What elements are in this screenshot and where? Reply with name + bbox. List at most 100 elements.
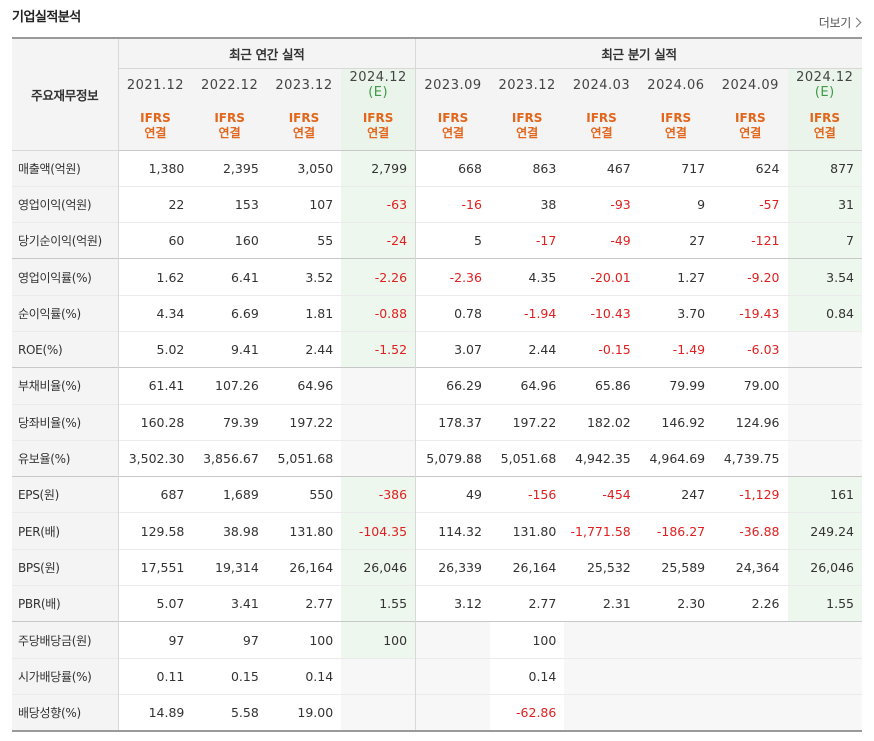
table-cell: 3,502.30 xyxy=(128,451,185,467)
table-cell: 3.12 xyxy=(415,585,490,622)
table-cell xyxy=(564,694,639,731)
period-label: 2023.12 xyxy=(275,77,333,93)
table-cell: 129.58 xyxy=(140,523,185,539)
table-row: ROE(%) 5.02 9.41 2.44 -1.52 3.07 2.44 -0.15 -1.4… xyxy=(12,331,862,368)
table-cell: 3,050 xyxy=(297,160,334,176)
table-row: PER(배) 129.58 38.98 131.80 -104.35 114.32 131.… xyxy=(12,512,862,550)
table-cell xyxy=(341,367,416,405)
table-cell: -186.27 xyxy=(656,523,706,539)
table-cell: -1,771.58 xyxy=(570,523,631,539)
table-cell: 197.22 xyxy=(289,414,334,430)
row-label: 순이익률(%) xyxy=(12,295,119,332)
table-cell: 5.58 xyxy=(230,704,259,720)
basis-standard: IFRS xyxy=(437,110,469,125)
table-cell: 124.96 xyxy=(735,414,780,430)
table-cell: 66.29 xyxy=(415,367,490,405)
row-label: 시가배당률(%) xyxy=(12,658,119,695)
table-cell: 5.02 xyxy=(156,342,185,358)
table-cell: 31 xyxy=(787,186,862,223)
table-cell xyxy=(341,658,416,695)
table-cell: -16 xyxy=(415,186,490,223)
table-cell: 877 xyxy=(787,150,862,187)
basis-scope: 연결 xyxy=(739,125,762,140)
table-cell: 2,395 xyxy=(222,160,259,176)
table-cell: 5 xyxy=(415,222,490,259)
row-label: 당좌비율(%) xyxy=(12,404,119,441)
table-cell: -2.36 xyxy=(415,258,490,296)
table-cell: 0.14 xyxy=(305,668,334,684)
period-label: 2023.09 xyxy=(424,77,482,93)
basis-header: IFRS 연결 xyxy=(713,102,788,150)
basis-standard: IFRS xyxy=(288,110,320,125)
table-cell xyxy=(713,621,788,659)
table-cell xyxy=(787,331,862,368)
table-cell: 19,314 xyxy=(215,559,259,575)
table-cell: 2.77 xyxy=(305,596,334,612)
table-cell: 97 xyxy=(242,632,259,648)
period-label: 2022.12 xyxy=(200,77,259,93)
row-label: 매출액(억원) xyxy=(12,150,119,187)
table-row: 당기순이익(억원) 60 160 55 -24 5 -17 -49 27 -121 7 xyxy=(12,222,862,259)
table-cell xyxy=(787,404,862,441)
basis-standard: IFRS xyxy=(586,110,617,125)
table-cell: 107 xyxy=(309,196,334,212)
more-label: 더보기 xyxy=(818,16,852,30)
table-cell: 7 xyxy=(787,222,862,259)
table-cell: 2.44 xyxy=(305,342,334,358)
row-label: 당기순이익(억원) xyxy=(12,222,119,259)
basis-scope: 연결 xyxy=(144,125,167,140)
table-cell: 717 xyxy=(681,160,706,176)
table-cell: 3.07 xyxy=(415,331,490,368)
table-cell: 687 xyxy=(160,487,185,503)
table-cell: 182.02 xyxy=(586,414,631,430)
table-cell: 6.69 xyxy=(230,305,259,321)
table-cell: 0.15 xyxy=(230,668,259,684)
table-cell xyxy=(787,658,862,695)
table-cell xyxy=(564,621,639,659)
table-cell: 26,164 xyxy=(289,559,334,575)
table-cell: 26,046 xyxy=(341,549,416,586)
table-cell: 160 xyxy=(234,233,259,249)
table-cell: 65.86 xyxy=(594,378,631,394)
table-cell: 97 xyxy=(168,632,185,648)
table-cell: 2.31 xyxy=(602,596,631,612)
period-header: 2023.12 xyxy=(266,68,342,102)
table-cell xyxy=(713,694,788,731)
table-cell xyxy=(787,440,862,477)
period-label: 2024.06 xyxy=(647,77,705,93)
table-row: 영업이익(억원) 22 153 107 -63 -16 38 -93 9 -57 31 xyxy=(12,186,862,223)
table-row: PBR(배) 5.07 3.41 2.77 1.55 3.12 2.77 2.31 2.30 2.… xyxy=(12,585,862,622)
period-label: 2024.12 xyxy=(796,70,854,86)
table-row: 부채비율(%) 61.41 107.26 64.96 66.29 64.96 65.86 79… xyxy=(12,367,862,405)
table-cell: 863 xyxy=(532,160,557,176)
row-label: PER(배) xyxy=(12,512,119,550)
table-cell xyxy=(415,694,490,731)
table-cell xyxy=(787,621,862,659)
corner-header: 주요재무정보 xyxy=(12,37,119,151)
table-cell: -1,129 xyxy=(739,487,780,503)
table-cell: 161 xyxy=(787,476,862,513)
table-cell: 22 xyxy=(168,196,185,212)
table-cell xyxy=(713,658,788,695)
table-cell: -62.86 xyxy=(516,704,557,720)
basis-scope: 연결 xyxy=(367,125,390,140)
basis-header: IFRS 연결 xyxy=(415,102,490,150)
table-cell: 4,964.69 xyxy=(649,451,706,467)
basis-header: IFRS 연결 xyxy=(787,102,862,150)
basis-scope: 연결 xyxy=(516,125,539,140)
table-cell: 4,942.35 xyxy=(575,451,631,467)
table-cell: -93 xyxy=(610,196,631,212)
table-cell: 61.41 xyxy=(148,378,185,394)
period-header: 2024.06 xyxy=(638,68,714,102)
basis-header: IFRS 연결 xyxy=(192,102,267,150)
table-cell: -156 xyxy=(527,487,557,503)
table-cell: -17 xyxy=(535,233,557,249)
table-cell: -2.26 xyxy=(341,258,416,296)
table-cell: -36.88 xyxy=(739,523,780,539)
table-cell: 2.77 xyxy=(528,596,557,612)
table-cell: 79.00 xyxy=(743,378,780,394)
basis-scope: 연결 xyxy=(664,125,687,140)
more-link[interactable]: 더보기 xyxy=(818,14,862,31)
row-label: EPS(원) xyxy=(12,476,119,513)
table-cell: 550 xyxy=(309,487,334,503)
